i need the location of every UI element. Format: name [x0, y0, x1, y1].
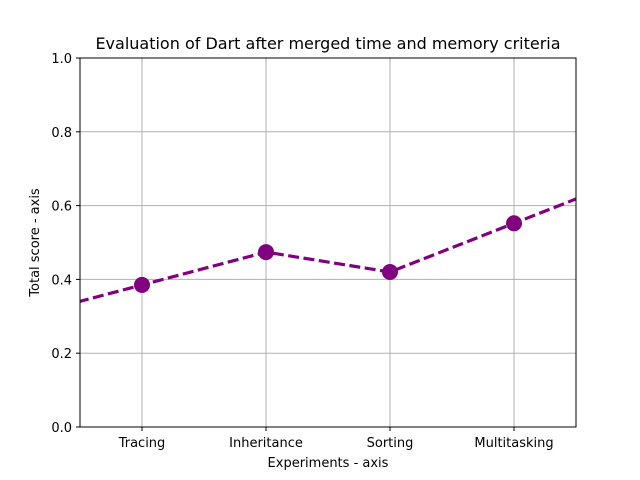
- data-point-marker: [506, 215, 522, 232]
- data-point-marker: [258, 244, 274, 261]
- y-tick-label: 0.8: [51, 126, 72, 141]
- plot-frame: [79, 57, 577, 428]
- series-lines: [80, 197, 576, 304]
- axis-ticks: Tracing Inheritance Sorting Multitasking 0.0…: [51, 52, 553, 451]
- series-markers: [134, 215, 522, 293]
- data-point-marker: [134, 276, 150, 293]
- y-tick-label: 0.4: [51, 273, 72, 288]
- x-tick-label: Inheritance: [229, 436, 303, 451]
- x-tick-label: Tracing: [118, 436, 166, 451]
- grid-lines: [80, 57, 576, 428]
- data-point-marker: [382, 264, 398, 281]
- x-axis-label: Experiments - axis: [268, 456, 389, 471]
- y-tick-label: 0.0: [51, 421, 72, 436]
- series-line: [80, 197, 576, 304]
- y-tick-label: 1.0: [51, 52, 72, 67]
- y-tick-label: 0.6: [51, 200, 72, 215]
- x-tick-label: Sorting: [367, 436, 414, 451]
- y-tick-label: 0.2: [51, 347, 72, 362]
- y-axis-label: Total score - axis: [28, 188, 43, 298]
- x-tick-label: Multitasking: [474, 436, 553, 451]
- chart-title: Evaluation of Dart after merged time and…: [95, 34, 560, 53]
